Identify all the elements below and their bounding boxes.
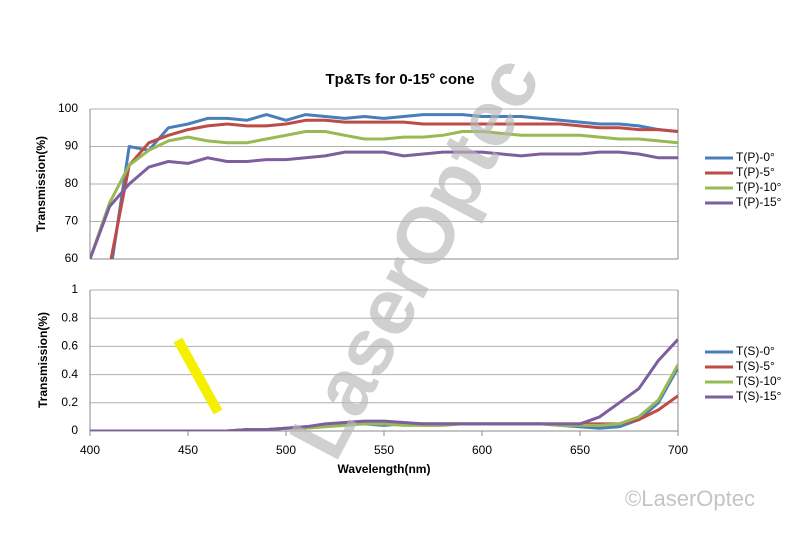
copyright: ©LaserOptec xyxy=(625,486,755,511)
plots: 60 70 80 90 100 T(P)-0°T(P)-5°T(P)-10°T(P)-15… xyxy=(58,101,782,457)
y-tick-label: 0.4 xyxy=(61,367,78,381)
legend-label: T(S)-0° xyxy=(736,344,775,358)
y-axis-label: Transmission(%) xyxy=(34,136,48,232)
y-tick-label: 70 xyxy=(65,214,79,228)
x-axis-label: Wavelength(nm) xyxy=(338,462,431,476)
watermark: LaserOptec xyxy=(272,42,557,472)
series-line xyxy=(109,118,678,259)
legend-label: T(P)-15° xyxy=(736,195,782,209)
y-tick-label: 90 xyxy=(65,139,79,153)
x-tick-label: 700 xyxy=(668,443,688,457)
y-tick-label: 1 xyxy=(71,282,78,296)
legend-label: T(P)-5° xyxy=(736,165,775,179)
x-tick-label: 600 xyxy=(472,443,492,457)
y-tick-label: 0.8 xyxy=(61,310,78,324)
series-line xyxy=(90,130,678,259)
legend-label: T(S)-5° xyxy=(736,359,775,373)
series-group xyxy=(90,338,678,431)
legend-label: T(P)-10° xyxy=(736,180,782,194)
y-tick-label: 80 xyxy=(65,176,79,190)
y-tick-label: 0 xyxy=(71,423,78,437)
legend-label: T(S)-10° xyxy=(736,374,782,388)
legend-label: T(S)-15° xyxy=(736,389,782,403)
legend-label: T(P)-0° xyxy=(736,150,775,164)
x-tick-label: 400 xyxy=(80,443,100,457)
y-axis-label: Transmission(%) xyxy=(36,312,50,408)
series-line xyxy=(90,150,678,259)
series-line xyxy=(110,113,678,259)
x-tick-label: 500 xyxy=(276,443,296,457)
series-group xyxy=(90,113,678,259)
highlight-bar xyxy=(173,337,223,415)
y-tick-label: 60 xyxy=(65,251,79,265)
x-tick-label: 450 xyxy=(178,443,198,457)
y-tick-label: 100 xyxy=(58,101,78,115)
x-tick-label: 650 xyxy=(570,443,590,457)
chart-title: Tp&Ts for 0-15° cone xyxy=(325,71,474,88)
y-tick-label: 0.2 xyxy=(61,395,78,409)
x-tick-label: 550 xyxy=(374,443,394,457)
y-tick-label: 0.6 xyxy=(61,339,78,353)
series-line xyxy=(90,338,678,431)
